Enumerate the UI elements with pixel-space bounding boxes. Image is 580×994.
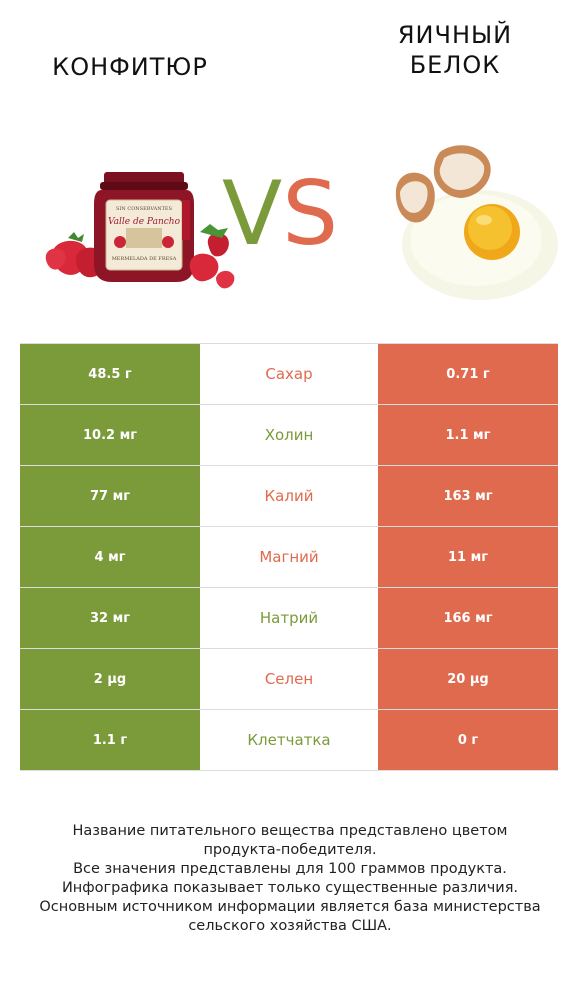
footer-line: Основным источником информации является … <box>39 899 541 915</box>
right-value-cell: 1.1 мг <box>378 405 558 465</box>
left-value-cell: 2 µg <box>20 649 200 709</box>
jar-label-top: SIN CONSERVANTES <box>116 206 173 212</box>
jar-label-brand: Valle de Pancho <box>108 217 181 227</box>
left-value-cell: 32 мг <box>20 588 200 648</box>
nutrient-name-cell: Холин <box>200 405 378 465</box>
nutrient-name-cell: Селен <box>200 649 378 709</box>
left-value-cell: 10.2 мг <box>20 405 200 465</box>
left-value-cell: 1.1 г <box>20 710 200 770</box>
nutrient-name-cell: Сахар <box>200 344 378 404</box>
right-value-cell: 163 мг <box>378 466 558 526</box>
footer-line: сельского хозяйства США. <box>188 918 392 934</box>
versus-s: S <box>282 162 339 265</box>
table-row: 32 мг Натрий 166 мг <box>20 588 558 649</box>
right-value-cell: 20 µg <box>378 649 558 709</box>
table-row: 77 мг Калий 163 мг <box>20 466 558 527</box>
table-row: 10.2 мг Холин 1.1 мг <box>20 405 558 466</box>
table-row: 48.5 г Сахар 0.71 г <box>20 343 558 405</box>
nutrient-name-cell: Клетчатка <box>200 710 378 770</box>
right-value-cell: 0.71 г <box>378 344 558 404</box>
strawberry-icon <box>189 224 235 289</box>
right-value-cell: 11 мг <box>378 527 558 587</box>
footer-line: Название питательного вещества представл… <box>72 823 508 839</box>
product-right-title-line2: БЕЛОК <box>409 51 501 79</box>
versus-v: V <box>222 162 283 265</box>
product-right-title: ЯИЧНЫЙ БЕЛОК <box>350 20 560 80</box>
jam-jar-image: SIN CONSERVANTES Valle de Pancho MERMELA… <box>40 150 240 310</box>
left-value-cell: 48.5 г <box>20 344 200 404</box>
left-value-cell: 77 мг <box>20 466 200 526</box>
nutrient-name-cell: Калий <box>200 466 378 526</box>
right-value-cell: 166 мг <box>378 588 558 648</box>
table-row: 4 мг Магний 11 мг <box>20 527 558 588</box>
table-row: 1.1 г Клетчатка 0 г <box>20 710 558 771</box>
nutrient-name-cell: Натрий <box>200 588 378 648</box>
left-value-cell: 4 мг <box>20 527 200 587</box>
nutrient-comparison-table: 48.5 г Сахар 0.71 г 10.2 мг Холин 1.1 мг 77 мг… <box>20 343 558 771</box>
egg-image <box>380 140 560 310</box>
versus-label: VS <box>222 168 338 260</box>
product-right-title-line1: ЯИЧНЫЙ <box>397 21 513 49</box>
product-left-title: КОНФИТЮР <box>52 53 208 81</box>
footer-line: Все значения представлены для 100 граммо… <box>73 861 507 877</box>
footer-line: Инфографика показывает только существенн… <box>61 880 519 896</box>
table-row: 2 µg Селен 20 µg <box>20 649 558 710</box>
jar-label-product: MERMELADA DE FRESA <box>112 256 177 262</box>
right-value-cell: 0 г <box>378 710 558 770</box>
footer-note: Название питательного вещества представл… <box>20 822 560 936</box>
nutrient-name-cell: Магний <box>200 527 378 587</box>
footer-line: продукта-победителя. <box>203 842 377 858</box>
